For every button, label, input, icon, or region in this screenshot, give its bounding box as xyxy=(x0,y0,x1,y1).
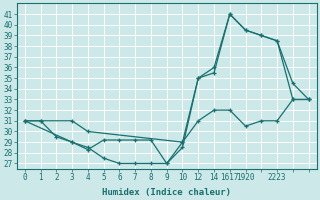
X-axis label: Humidex (Indice chaleur): Humidex (Indice chaleur) xyxy=(102,188,231,197)
